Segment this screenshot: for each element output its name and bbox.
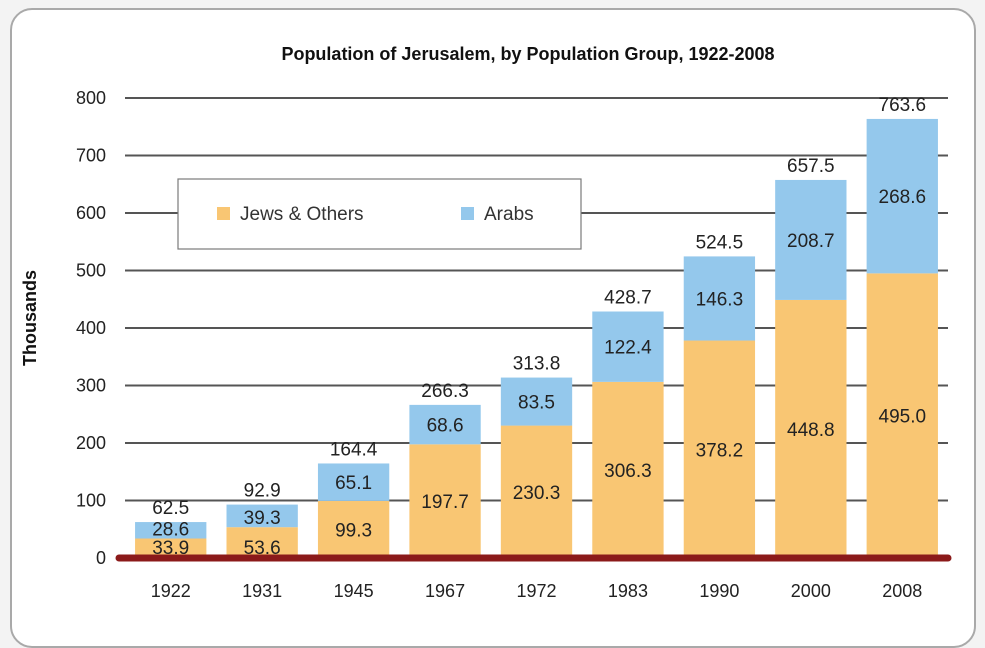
value-label-jews-others: 306.3 — [604, 461, 652, 482]
legend-box — [177, 178, 582, 250]
y-tick-labels: 0 100 200 300 400 500 600 700 800 — [76, 88, 106, 568]
legend-swatch-arabs — [461, 207, 474, 220]
bar-arabs — [775, 179, 847, 300]
x-tick-label: 2000 — [791, 581, 831, 601]
bar-jews-others — [683, 340, 756, 558]
value-label-arabs: 39.3 — [244, 508, 281, 529]
y-tick-label: 200 — [76, 433, 106, 453]
legend: Jews & Others Arabs — [177, 178, 582, 250]
legend-label-arabs: Arabs — [484, 204, 534, 225]
x-tick-label: 1931 — [242, 581, 282, 601]
value-label-arabs: 28.6 — [152, 520, 189, 541]
total-label: 657.5 — [787, 156, 835, 177]
total-label: 92.9 — [244, 481, 281, 502]
y-axis-label: Thousands — [20, 270, 40, 366]
total-label: 62.5 — [152, 498, 189, 519]
bar-jews-others — [409, 444, 481, 558]
total-label: 524.5 — [696, 232, 744, 253]
value-label-jews-others: 197.7 — [421, 492, 469, 513]
bar-jews-others — [500, 425, 573, 558]
bar-arabs — [317, 463, 390, 501]
bar-arabs — [866, 118, 938, 274]
y-tick-label: 800 — [76, 88, 106, 108]
value-label-arabs: 68.6 — [427, 416, 464, 437]
value-label-jews-others: 448.8 — [787, 420, 835, 441]
value-label-jews-others: 53.6 — [244, 538, 281, 559]
bar-jews-others — [226, 527, 298, 558]
value-label-arabs: 122.4 — [604, 338, 652, 359]
bars — [135, 118, 938, 558]
legend-label-jews-others: Jews & Others — [240, 204, 364, 225]
value-label-arabs: 208.7 — [787, 231, 835, 252]
value-label-jews-others: 230.3 — [513, 483, 561, 504]
y-tick-label: 400 — [76, 318, 106, 338]
bar-jews-others — [135, 538, 207, 558]
total-label: 763.6 — [879, 95, 927, 116]
chart-title: Population of Jerusalem, by Population G… — [281, 44, 774, 64]
value-label-jews-others: 99.3 — [335, 520, 372, 541]
bar-jews-others — [775, 299, 847, 558]
value-label-jews-others: 495.0 — [879, 407, 927, 428]
y-tick-label: 0 — [96, 548, 106, 568]
bar-arabs — [500, 377, 573, 426]
bar-arabs — [592, 311, 664, 382]
x-tick-label: 1990 — [699, 581, 739, 601]
x-tick-label: 1922 — [151, 581, 191, 601]
value-label-jews-others: 33.9 — [152, 538, 189, 559]
value-label-arabs: 268.6 — [879, 187, 927, 208]
y-tick-label: 700 — [76, 146, 106, 166]
y-tick-label: 500 — [76, 261, 106, 281]
bar-arabs — [226, 504, 298, 528]
total-label: 266.3 — [421, 381, 469, 402]
value-label-arabs: 65.1 — [335, 473, 372, 494]
bar-jews-others — [592, 381, 664, 558]
bar-jews-others — [866, 273, 938, 558]
bar-arabs — [409, 404, 481, 445]
x-tick-label: 1983 — [608, 581, 648, 601]
y-tick-label: 300 — [76, 376, 106, 396]
x-tick-labels: 1922 1931 1945 1967 1972 1983 1990 2000 2008 — [151, 581, 923, 601]
value-label-arabs: 83.5 — [518, 393, 555, 414]
x-tick-label: 1972 — [516, 581, 556, 601]
bar-arabs — [135, 522, 207, 539]
y-tick-label: 100 — [76, 491, 106, 511]
x-tick-label: 1945 — [334, 581, 374, 601]
value-label-jews-others: 378.2 — [696, 440, 744, 461]
bar-jews-others — [317, 500, 390, 558]
data-labels: 33.928.662.5 53.6 39.3 92.9 99.3 65.1 164.4 197… — [152, 95, 926, 559]
y-tick-label: 600 — [76, 203, 106, 223]
total-label: 164.4 — [330, 439, 378, 460]
legend-swatch-jews-others — [217, 207, 230, 220]
x-tick-label: 1967 — [425, 581, 465, 601]
total-label: 313.8 — [513, 354, 561, 375]
bar-arabs — [683, 256, 756, 341]
total-label: 428.7 — [604, 287, 652, 308]
x-tick-label: 2008 — [882, 581, 922, 601]
value-label-arabs: 146.3 — [696, 289, 744, 310]
stacked-bar-chart: Population of Jerusalem, by Population G… — [20, 44, 952, 601]
